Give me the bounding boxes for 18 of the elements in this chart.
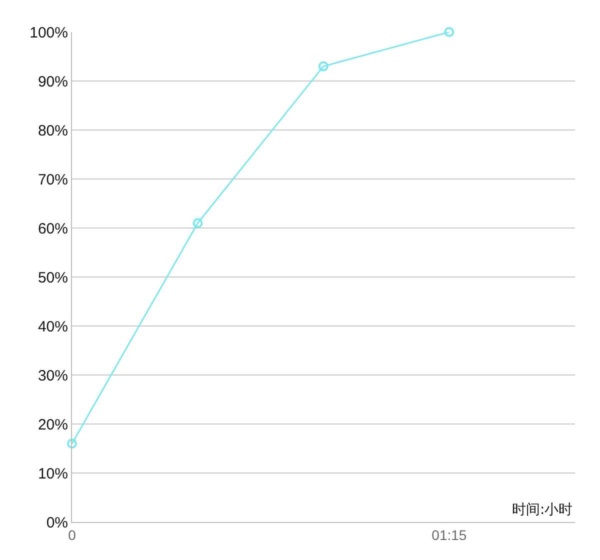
- x-tick-label: 0: [68, 526, 76, 543]
- y-tick-label: 50%: [38, 269, 68, 286]
- point: [192, 218, 203, 228]
- x-axis-title: 时间:小时: [512, 502, 573, 518]
- y-tick-label: 20%: [38, 416, 68, 434]
- y-tick-label: 10%: [38, 465, 68, 482]
- y-tick-label: 30%: [38, 367, 68, 384]
- y-tick-label: 90%: [38, 73, 68, 90]
- y-tick-label: 80%: [38, 122, 68, 140]
- y-tick-label: 60%: [38, 220, 68, 238]
- x-tick-label: 01:15: [432, 526, 467, 543]
- y-tick-label: 40%: [38, 318, 68, 336]
- point: [444, 27, 454, 37]
- point: [67, 438, 77, 449]
- y-tick-label: 70%: [38, 171, 68, 188]
- y-tick-label: 100%: [30, 24, 68, 42]
- point: [318, 61, 328, 72]
- y-tick-label: 0%: [46, 514, 68, 532]
